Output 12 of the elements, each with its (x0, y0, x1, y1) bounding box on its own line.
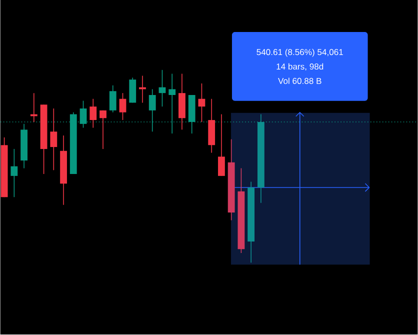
text: 540.61 (8.56%) 54,061 (256, 49, 343, 58)
text: 14 bars, 98d (276, 64, 324, 71)
candlestick (100, 110, 106, 150)
candlestick (198, 83, 206, 123)
candlestick (50, 108, 58, 171)
candlestick (90, 98, 97, 128)
candlestick (119, 92, 126, 121)
text: Vol 60.88 B (278, 78, 322, 84)
candlestick (129, 77, 136, 104)
candlestick (109, 85, 116, 113)
candlestick (218, 114, 225, 177)
candlestick (10, 148, 18, 198)
